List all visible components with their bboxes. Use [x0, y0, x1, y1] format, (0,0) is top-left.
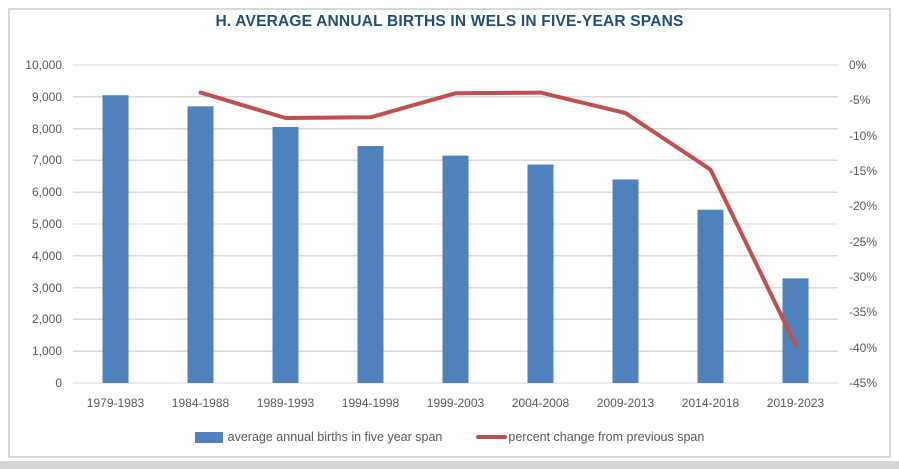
x-axis-label: 1984-1988 [171, 396, 230, 410]
y-axis-left-tick-label: 0 [55, 376, 62, 390]
y-axis-right-tick-label: -5% [849, 93, 871, 108]
bar-2009-2013 [612, 179, 639, 383]
y-axis-right-tick-label: -45% [849, 376, 878, 390]
x-axis-label: 1989-1993 [256, 396, 315, 410]
y-axis-right-tick-label: -30% [849, 270, 878, 284]
y-axis-right-tick-label: -10% [849, 128, 878, 143]
y-axis-left-tick-label: 3,000 [31, 280, 62, 295]
legend-item-percent: percent change from previous span [476, 430, 704, 444]
y-axis-left-tick-label: 2,000 [31, 312, 62, 327]
chart-title: H. AVERAGE ANNUAL BIRTHS IN WELS IN FIVE… [215, 13, 684, 30]
y-axis-left-tick-label: 7,000 [31, 153, 62, 168]
legend: average annual births in five year span … [0, 430, 899, 444]
y-axis-left-tick-label: 6,000 [31, 185, 62, 200]
x-axis-label: 1994-1998 [341, 396, 400, 410]
y-axis-left-tick-label: 8,000 [31, 121, 62, 136]
bar-2014-2018 [697, 209, 724, 383]
bar-2019-2023 [782, 278, 809, 383]
y-axis-right-tick-label: -25% [849, 234, 878, 249]
bottom-strip [0, 461, 899, 469]
y-axis-left-tick-label: 10,000 [25, 58, 62, 72]
bar-series-swatch-icon [194, 431, 223, 443]
y-axis-left-tick-label: 9,000 [31, 89, 62, 104]
x-axis-label: 2014-2018 [681, 396, 740, 410]
legend-label-births: average annual births in five year span [227, 430, 443, 444]
bar-2004-2008 [527, 164, 554, 383]
x-axis-label: 1979-1983 [86, 396, 145, 410]
y-axis-right-tick-label: 0% [849, 58, 867, 72]
bar-1984-1988 [187, 106, 214, 383]
y-axis-left-tick-label: 1,000 [31, 344, 62, 359]
y-axis-right-tick-label: -40% [849, 340, 878, 355]
y-axis-right-tick-label: -35% [849, 305, 878, 320]
legend-item-births: average annual births in five year span [194, 430, 443, 444]
x-axis-label: 2004-2008 [511, 396, 570, 410]
y-axis-left-tick-label: 4,000 [31, 248, 62, 263]
bar-1994-1998 [357, 146, 384, 383]
percent-change-line [198, 90, 798, 347]
y-axis-right-tick-label: -15% [849, 164, 878, 178]
x-axis-label: 2009-2013 [596, 396, 655, 410]
bar-1999-2003 [442, 155, 469, 383]
bar-1989-1993 [272, 127, 299, 383]
bar-1979-1983 [102, 95, 129, 384]
x-axis-label: 1999-2003 [426, 396, 485, 410]
x-axis-label: 2019-2023 [766, 396, 825, 410]
legend-label-percent: percent change from previous span [508, 430, 705, 444]
line-series-swatch-icon [476, 435, 508, 439]
y-axis-right-tick-label: -20% [849, 199, 878, 214]
y-axis-left-tick-label: 5,000 [31, 217, 62, 231]
